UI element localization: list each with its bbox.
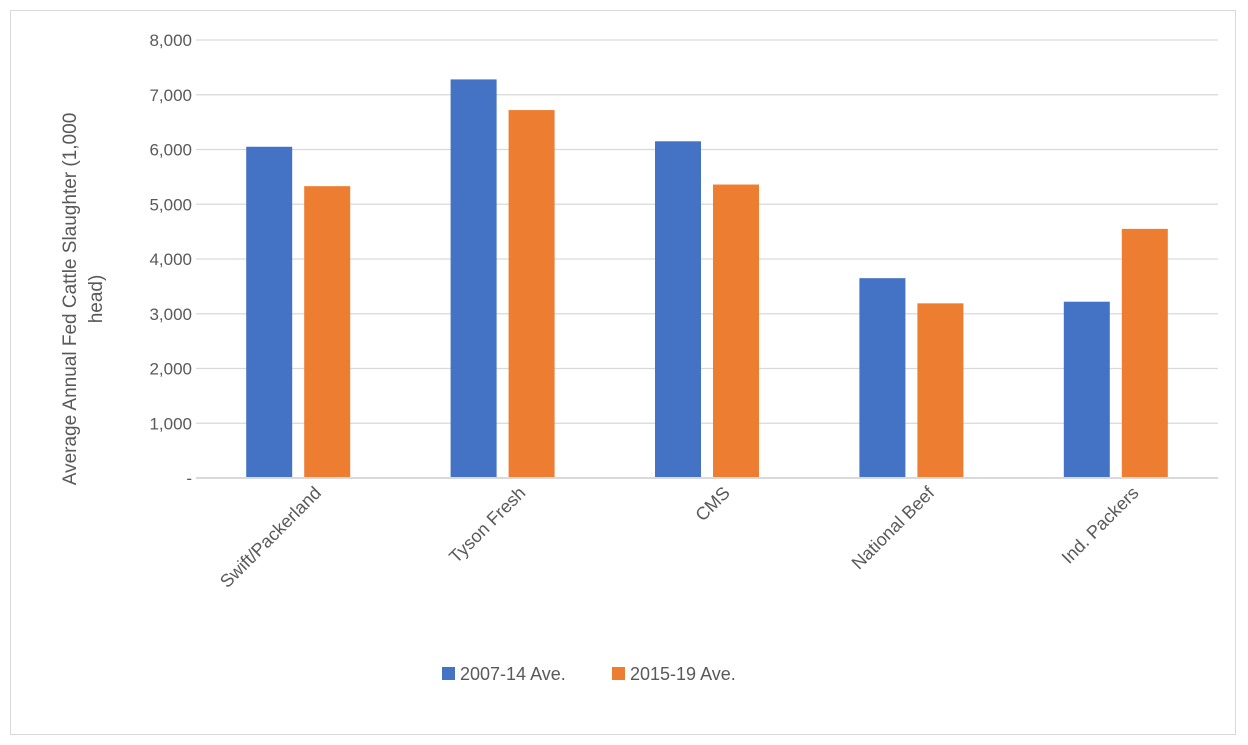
bar-tyson-fresh-series-2	[508, 110, 555, 478]
y-tick-label: -	[186, 469, 192, 488]
bar-tyson-fresh-series-1	[450, 79, 497, 479]
x-axis-categories: Swift/Packerland Tyson Fresh CMS National B…	[216, 482, 1143, 592]
x-category-label: National Beef	[848, 482, 939, 573]
bar-swift-packerland-series-1	[246, 146, 293, 478]
x-category-label: Tyson Fresh	[445, 483, 529, 567]
y-tick-label: 3,000	[149, 305, 192, 324]
y-axis-label: Average Annual Fed Cattle Slaughter (1,0…	[60, 113, 107, 486]
bars	[246, 79, 1168, 479]
legend-swatch	[612, 667, 625, 680]
bar-cms-series-2	[713, 184, 759, 479]
gridlines	[196, 39, 1218, 424]
bar-cms-series-1	[655, 141, 701, 478]
x-category-label: Swift/Packerland	[216, 483, 325, 592]
y-tick-label: 2,000	[149, 360, 192, 379]
y-axis-label-line: head)	[86, 275, 107, 324]
y-tick-label: 6,000	[149, 141, 192, 160]
bar-ind-packers-series-2	[1121, 228, 1168, 478]
y-axis-ticks: - 1,000 2,000 3,000 4,000 5,000 6,000 7,000 8,00…	[149, 31, 192, 488]
y-tick-label: 7,000	[149, 86, 192, 105]
x-category-label: Ind. Packers	[1058, 483, 1143, 568]
bar-national-beef-series-2	[917, 303, 964, 478]
legend-label: 2007-14 Ave.	[460, 664, 566, 684]
y-tick-label: 4,000	[149, 250, 192, 269]
y-tick-label: 5,000	[149, 195, 192, 214]
bar-swift-packerland-series-2	[304, 186, 351, 478]
y-tick-label: 8,000	[149, 31, 192, 50]
legend: 2007-14 Ave. 2015-19 Ave.	[442, 664, 736, 684]
bar-ind-packers-series-1	[1063, 301, 1110, 478]
legend-swatch	[442, 667, 455, 680]
y-axis-label-line: Average Annual Fed Cattle Slaughter (1,0…	[60, 113, 81, 486]
y-tick-label: 1,000	[149, 414, 192, 433]
chart-frame	[10, 10, 1236, 735]
bar-national-beef-series-1	[859, 278, 906, 478]
legend-label: 2015-19 Ave.	[630, 664, 736, 684]
x-category-label: CMS	[691, 483, 733, 525]
